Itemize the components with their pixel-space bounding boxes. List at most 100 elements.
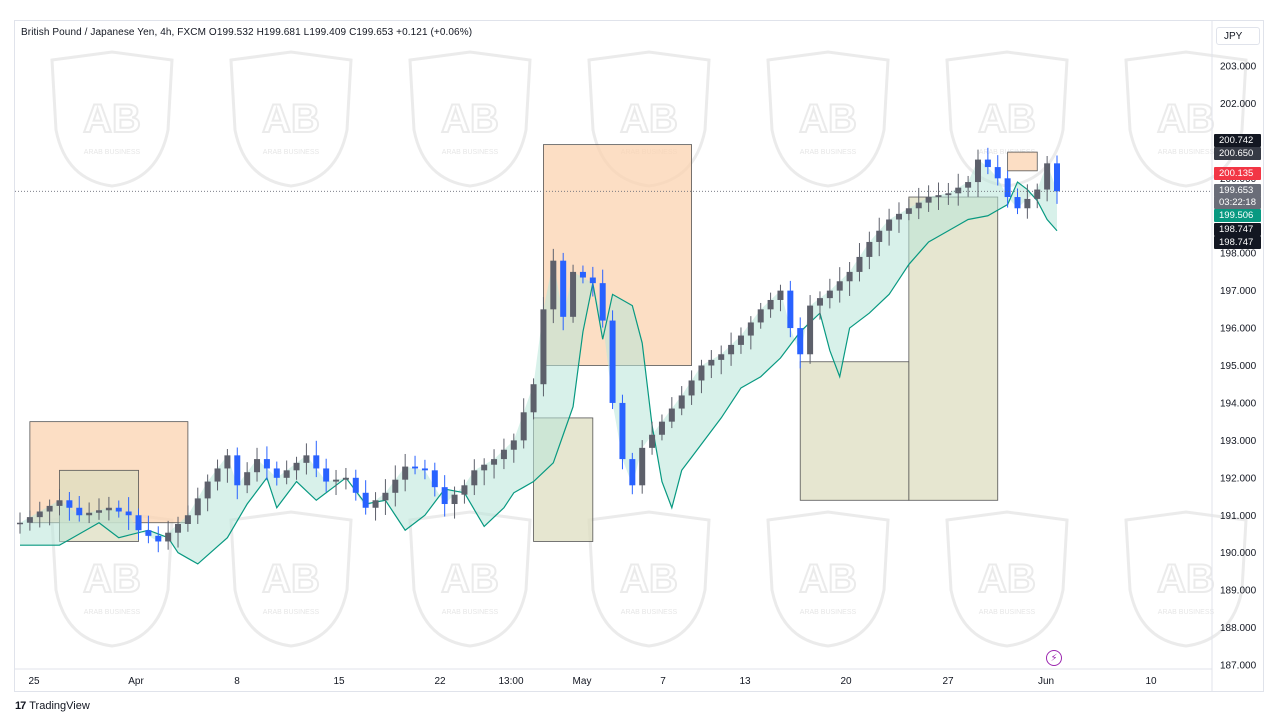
y-tick-label: 190.000 [1220,548,1257,559]
candle-body [540,309,547,385]
candle-body [491,459,498,465]
watermark-monogram: AB [799,97,857,141]
watermark-shield-icon: AB ARAB BUSINESS [229,510,353,648]
candle-body [530,384,537,413]
tradingview-logo-icon: 17 [15,700,26,712]
footer-brand[interactable]: 17 TradingView [15,698,90,714]
candle-body [560,260,567,317]
watermark-monogram: AB [441,97,499,141]
watermark-label: ARAB BUSINESS [979,609,1036,616]
candle-body [915,202,922,209]
trend-cloud-layer [20,159,1058,565]
watermark-monogram: AB [1157,97,1215,141]
candle-body [737,335,744,345]
y-tick-label: 196.000 [1220,324,1257,335]
candle-body [224,455,231,469]
candle-body [974,159,981,183]
x-tick-label: 22 [434,676,446,687]
candle-body [1014,197,1021,209]
price-tag-high: 200.742 [1214,134,1261,147]
x-axis[interactable]: 25 Apr 8 15 22 13:00 May 7 13 20 27 Jun 10 [28,676,1157,687]
candle-body [244,472,251,486]
currency-button[interactable]: JPY [1216,27,1260,45]
candle-body [362,492,369,508]
close-value: 199.653 [356,27,394,38]
candle-body [303,455,310,463]
lightning-alert-icon[interactable]: ⚡ [1046,650,1062,666]
candle-body [96,510,103,513]
candle-body [313,455,320,469]
watermark-monogram: AB [441,557,499,601]
change-value: +0.121 (+0.06%) [396,27,473,38]
candle-body [392,479,399,493]
watermark-monogram: AB [978,557,1036,601]
price-tag-low-1: 198.747 [1214,223,1261,236]
demand-zone [800,361,909,501]
candle-body [777,290,784,300]
candle-body [125,511,132,516]
x-tick-label: 20 [840,676,852,687]
candle-body [1054,163,1060,192]
watermark-monogram: AB [799,557,857,601]
candle-body [846,271,853,282]
symbol-title[interactable]: British Pound / Japanese Yen, 4h, FXCM [21,27,207,38]
candle-body [658,421,665,435]
candle-body [876,230,883,242]
candle-body [688,380,695,396]
candle-body [461,485,468,495]
watermark-layer: AB ARAB BUSINESS AB ARAB BUSINESS AB ARAB BUS… [50,50,1248,648]
x-tick-label: 15 [333,676,345,687]
candle-body [609,320,616,403]
low-value: 199.409 [309,27,347,38]
y-tick-label: 197.000 [1220,286,1257,297]
candle-body [333,479,340,482]
price-tag-last: 199.653 [1214,184,1261,197]
watermark-shield-icon: AB ARAB BUSINESS [1124,510,1248,648]
watermark-monogram: AB [262,97,320,141]
candle-body [994,167,1001,179]
watermark-monogram: AB [978,97,1036,141]
candle-body [599,283,606,321]
price-tag-low-2: 198.747 [1214,236,1261,249]
price-tag-countdown: 03:22:18 [1214,196,1261,209]
trend-cloud [20,159,1057,564]
candle-body [895,213,902,220]
candle-body [757,309,764,323]
candles-layer [17,147,1060,553]
candle-body [767,299,774,310]
watermark-label: ARAB BUSINESS [621,609,678,616]
candle-body [866,241,873,257]
watermark-label: ARAB BUSINESS [84,149,141,156]
brand-name: TradingView [29,700,90,712]
price-tag-upper: 200.650 [1214,147,1261,160]
candle-body [273,468,280,478]
candle-body [510,440,517,450]
x-tick-label: 25 [28,676,40,687]
watermark-shield-icon: AB ARAB BUSINESS [766,50,890,188]
watermark-label: ARAB BUSINESS [1158,149,1215,156]
candle-body [412,466,419,469]
chart-frame[interactable] [14,20,1264,692]
high-value: 199.681 [263,27,301,38]
candle-body [471,470,478,486]
candle-body [570,271,577,317]
candle-body [155,535,162,542]
candle-body [925,197,932,203]
candle-body [984,159,991,168]
candle-body [718,354,725,360]
close-label: C [349,27,357,38]
candle-body [1004,178,1011,198]
candle-body [105,507,112,511]
candle-body [629,459,636,486]
candle-body [36,511,43,518]
candle-body [421,468,428,471]
candle-body [17,522,23,525]
watermark-shield-icon: AB ARAB BUSINESS [945,510,1069,648]
candle-body [382,492,389,501]
candle-body [747,322,754,336]
watermark-shield-icon: AB ARAB BUSINESS [50,50,174,188]
watermark-monogram: AB [620,97,678,141]
y-tick-label: 198.000 [1220,249,1257,260]
watermark-label: ARAB BUSINESS [442,149,499,156]
